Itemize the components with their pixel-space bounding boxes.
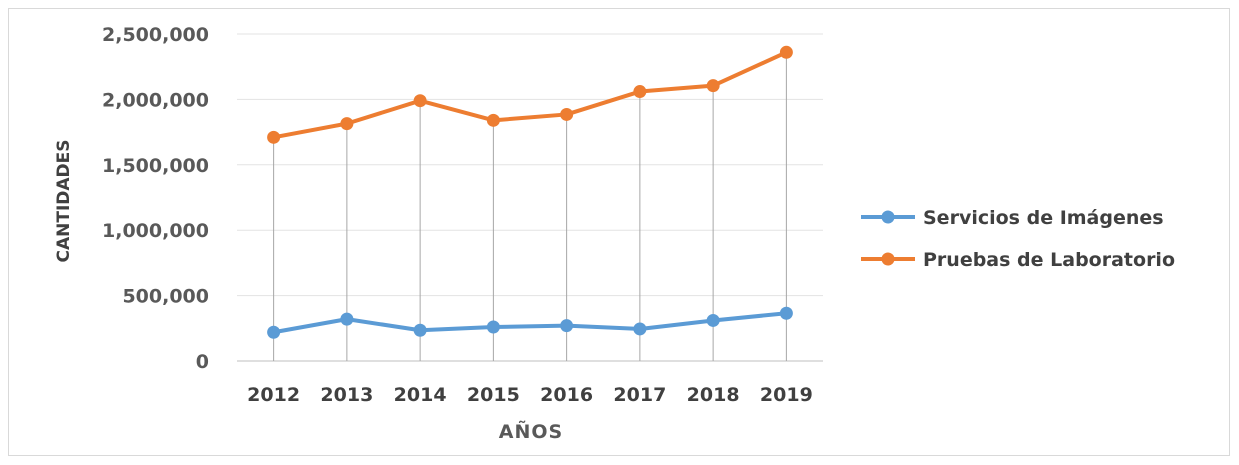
x-tick-label: 2019 xyxy=(760,384,813,406)
data-point xyxy=(413,94,427,108)
x-tick-label: 2014 xyxy=(394,384,447,406)
data-point xyxy=(486,320,500,334)
data-point xyxy=(633,85,647,99)
y-tick-label: 500,000 xyxy=(122,286,209,308)
legend: Servicios de Imágenes Pruebas de Laborato… xyxy=(861,207,1175,271)
series-0 xyxy=(267,306,793,339)
series-1 xyxy=(267,45,793,144)
legend-label: Pruebas de Laboratorio xyxy=(923,249,1175,271)
x-tick-label: 2016 xyxy=(540,384,593,406)
x-tick-label: 2013 xyxy=(320,384,373,406)
y-tick-label: 2,500,000 xyxy=(102,24,209,46)
series-line xyxy=(271,50,789,140)
series-group xyxy=(267,45,793,339)
data-point xyxy=(267,325,281,339)
data-point xyxy=(340,117,354,131)
gridlines xyxy=(237,33,823,362)
data-point xyxy=(779,306,793,320)
data-point xyxy=(706,79,720,93)
legend-marker xyxy=(881,210,895,224)
data-point xyxy=(779,45,793,59)
data-point xyxy=(706,313,720,327)
line-chart: 0 500,000 1,000,000 1,500,000 2,000,000 2,500… xyxy=(54,24,1175,443)
legend-label: Servicios de Imágenes xyxy=(923,207,1164,229)
data-point xyxy=(486,113,500,127)
y-tick-label: 2,000,000 xyxy=(102,89,209,111)
x-tick-labels: 2012 2013 2014 2015 2016 2017 2018 2019 xyxy=(247,384,813,406)
y-tick-label: 1,000,000 xyxy=(102,220,209,242)
y-tick-labels: 0 500,000 1,000,000 1,500,000 2,000,000 2,500… xyxy=(102,24,209,373)
x-tick-label: 2017 xyxy=(613,384,666,406)
y-tick-label: 1,500,000 xyxy=(102,155,209,177)
x-axis-label: AÑOS xyxy=(499,419,563,443)
data-point xyxy=(413,323,427,337)
series-line xyxy=(271,311,789,335)
data-point xyxy=(560,319,574,333)
x-tick-label: 2012 xyxy=(247,384,300,406)
legend-item: Servicios de Imágenes xyxy=(861,207,1164,229)
data-point xyxy=(560,107,574,121)
x-tick-label: 2018 xyxy=(687,384,740,406)
data-point xyxy=(267,130,281,144)
y-tick-label: 0 xyxy=(196,351,209,373)
chart-frame: 0 500,000 1,000,000 1,500,000 2,000,000 2,500… xyxy=(8,8,1230,456)
y-axis-label: CANTIDADES xyxy=(54,139,74,262)
legend-marker xyxy=(881,252,895,266)
x-tick-label: 2015 xyxy=(467,384,520,406)
data-point xyxy=(633,322,647,336)
legend-item: Pruebas de Laboratorio xyxy=(861,249,1175,271)
data-point xyxy=(340,312,354,326)
